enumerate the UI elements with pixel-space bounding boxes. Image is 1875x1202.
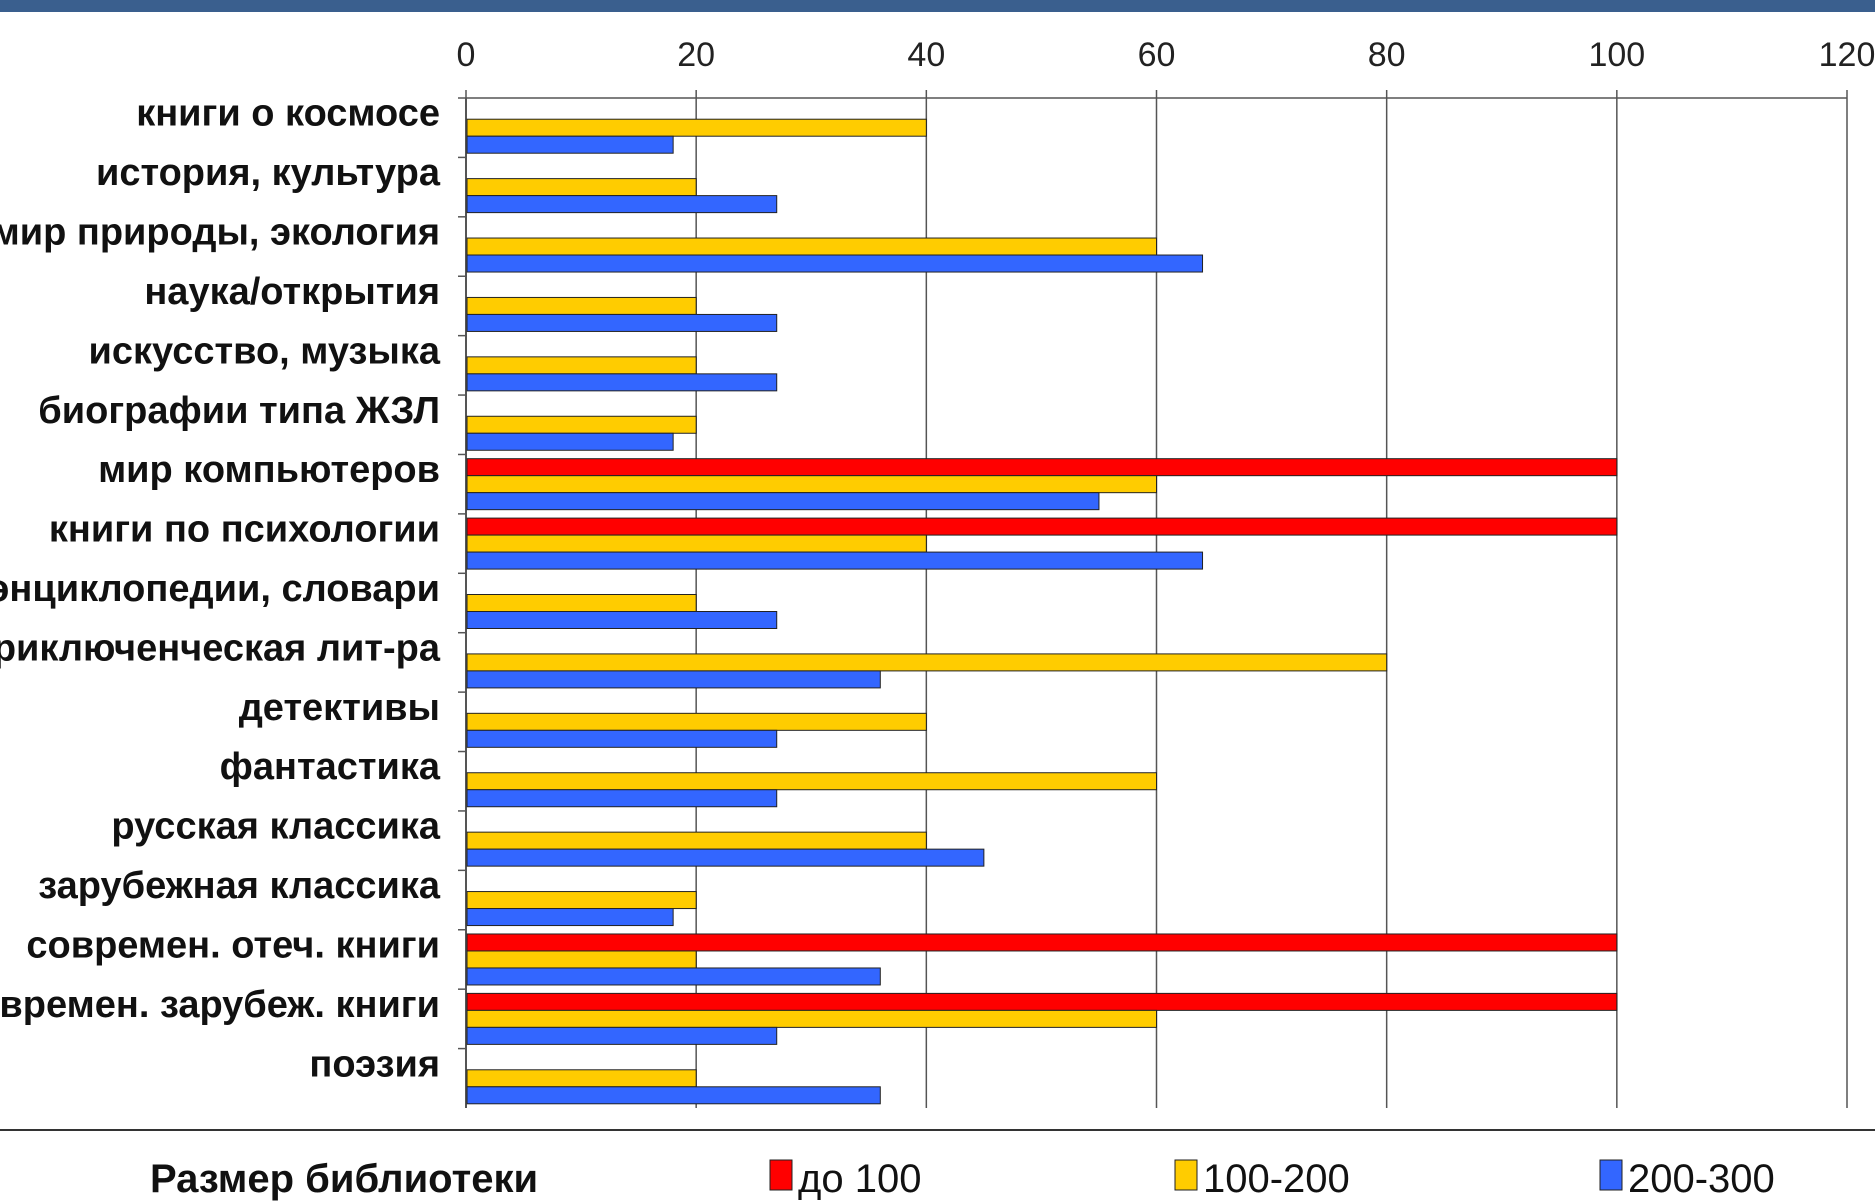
bar-3: [466, 492, 1100, 511]
category-label: энциклопедии, словари: [0, 568, 440, 610]
legend-label-3: 200-300: [1628, 1157, 1775, 1201]
x-tick-label: 60: [1138, 36, 1176, 74]
top-decorative-band: [0, 0, 1875, 12]
legend-label-1: до 100: [798, 1157, 921, 1201]
bar-1: [466, 992, 1618, 1011]
category-label: мир природы, экология: [0, 212, 440, 254]
bar-2: [466, 1009, 1157, 1028]
bar-2: [466, 356, 697, 375]
bar-3: [466, 551, 1204, 570]
category-label: биографии типа ЖЗЛ: [38, 390, 440, 432]
bar-3: [466, 135, 674, 154]
chart-legend: Размер библиотеки до 100 100-200 200-300: [150, 1157, 1775, 1201]
x-tick-label: 0: [457, 36, 476, 74]
bar-2: [466, 237, 1157, 256]
bar-3: [466, 789, 778, 808]
bar-2: [466, 1069, 697, 1088]
bar-3: [466, 195, 778, 214]
bar-2: [466, 118, 927, 137]
bar-3: [466, 848, 985, 867]
x-axis-ticks: 0 20 40 60 80 100 120: [457, 36, 1875, 74]
chart-bars: [466, 118, 1618, 1105]
bar-3: [466, 729, 778, 748]
category-label: современ. зарубеж. книги: [0, 984, 440, 1026]
x-tick-label: 20: [677, 36, 715, 74]
category-label: русская классика: [111, 806, 440, 848]
bar-3: [466, 432, 674, 451]
bar-1: [466, 458, 1618, 477]
bar-3: [466, 313, 778, 332]
bar-2: [466, 891, 697, 910]
bar-2: [466, 831, 927, 850]
category-label: зарубежная классика: [38, 865, 441, 907]
legend-swatch-2: [1174, 1159, 1198, 1191]
x-tick-label: 100: [1588, 36, 1645, 74]
x-tick-label: 80: [1368, 36, 1406, 74]
bar-2: [466, 475, 1157, 494]
category-label: приключенческая лит-ра: [0, 627, 441, 669]
bar-3: [466, 967, 881, 986]
bar-3: [466, 1026, 778, 1045]
legend-swatch-3: [1599, 1159, 1623, 1191]
bar-3: [466, 670, 881, 689]
bar-2: [466, 534, 927, 553]
legend-title: Размер библиотеки: [150, 1157, 538, 1201]
category-label: поэзия: [309, 1043, 440, 1085]
bar-3: [466, 908, 674, 927]
category-label: детективы: [239, 687, 440, 729]
bar-3: [466, 1086, 881, 1105]
x-tick-label: 120: [1819, 36, 1875, 74]
x-tick-label: 40: [907, 36, 945, 74]
category-label: искусство, музыка: [89, 330, 441, 372]
category-labels: книги о космосе история, культура мир прир…: [0, 93, 441, 1086]
bar-3: [466, 373, 778, 392]
bar-1: [466, 933, 1618, 952]
category-label: книги о космосе: [136, 93, 440, 135]
bar-2: [466, 712, 927, 731]
bar-2: [466, 594, 697, 612]
bar-2: [466, 296, 697, 315]
bar-2: [466, 772, 1157, 791]
category-label: книги по психологии: [49, 509, 440, 551]
category-label: фантастика: [220, 746, 441, 788]
bar-2: [466, 653, 1388, 672]
category-label: история, культура: [96, 152, 441, 194]
legend-swatch-1: [769, 1159, 793, 1191]
legend-label-2: 100-200: [1203, 1157, 1350, 1201]
bar-2: [466, 178, 697, 197]
bar-2: [466, 950, 697, 969]
bar-2: [466, 415, 697, 434]
category-label: современ. отеч. книги: [26, 924, 440, 966]
bar-1: [466, 517, 1618, 536]
bar-3: [466, 254, 1204, 273]
bar-3: [466, 611, 778, 629]
category-label: наука/открытия: [144, 271, 440, 313]
category-label: мир компьютеров: [98, 449, 440, 491]
